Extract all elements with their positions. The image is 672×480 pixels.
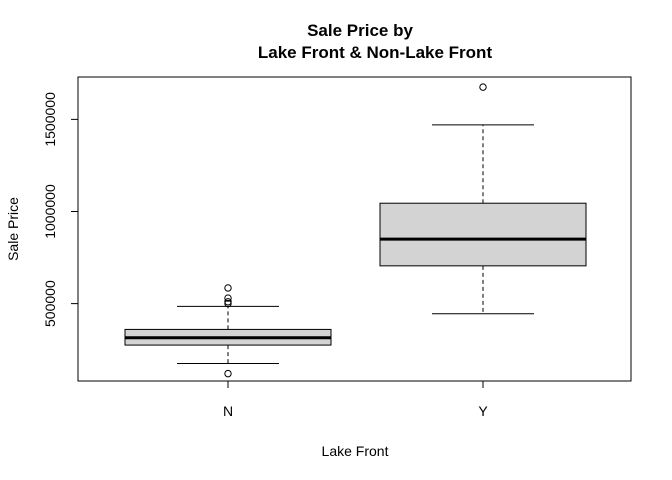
outlier-point bbox=[224, 284, 232, 292]
box-group-Y bbox=[379, 83, 587, 315]
outlier-point bbox=[479, 83, 487, 91]
x-axis-label: Lake Front bbox=[322, 443, 389, 459]
iqr-box bbox=[379, 202, 587, 267]
y-tick-label: 1500000 bbox=[42, 92, 58, 147]
y-tick-label: 500000 bbox=[42, 280, 58, 327]
outlier-point bbox=[224, 369, 232, 378]
outlier-point bbox=[224, 294, 232, 302]
box-marks bbox=[124, 83, 587, 378]
y-tick-label: 1000000 bbox=[42, 184, 58, 239]
x-tick-label: Y bbox=[478, 403, 488, 419]
chart-title-line-1: Sale Price by bbox=[307, 21, 413, 40]
chart-title-line-2: Lake Front & Non-Lake Front bbox=[258, 43, 493, 62]
outlier-point bbox=[224, 298, 232, 306]
y-axis-label: Sale Price bbox=[5, 197, 21, 261]
y-axis: 500000 1000000 1500000 bbox=[42, 92, 79, 327]
x-tick-label: N bbox=[223, 403, 233, 419]
box-group-N bbox=[124, 284, 332, 378]
